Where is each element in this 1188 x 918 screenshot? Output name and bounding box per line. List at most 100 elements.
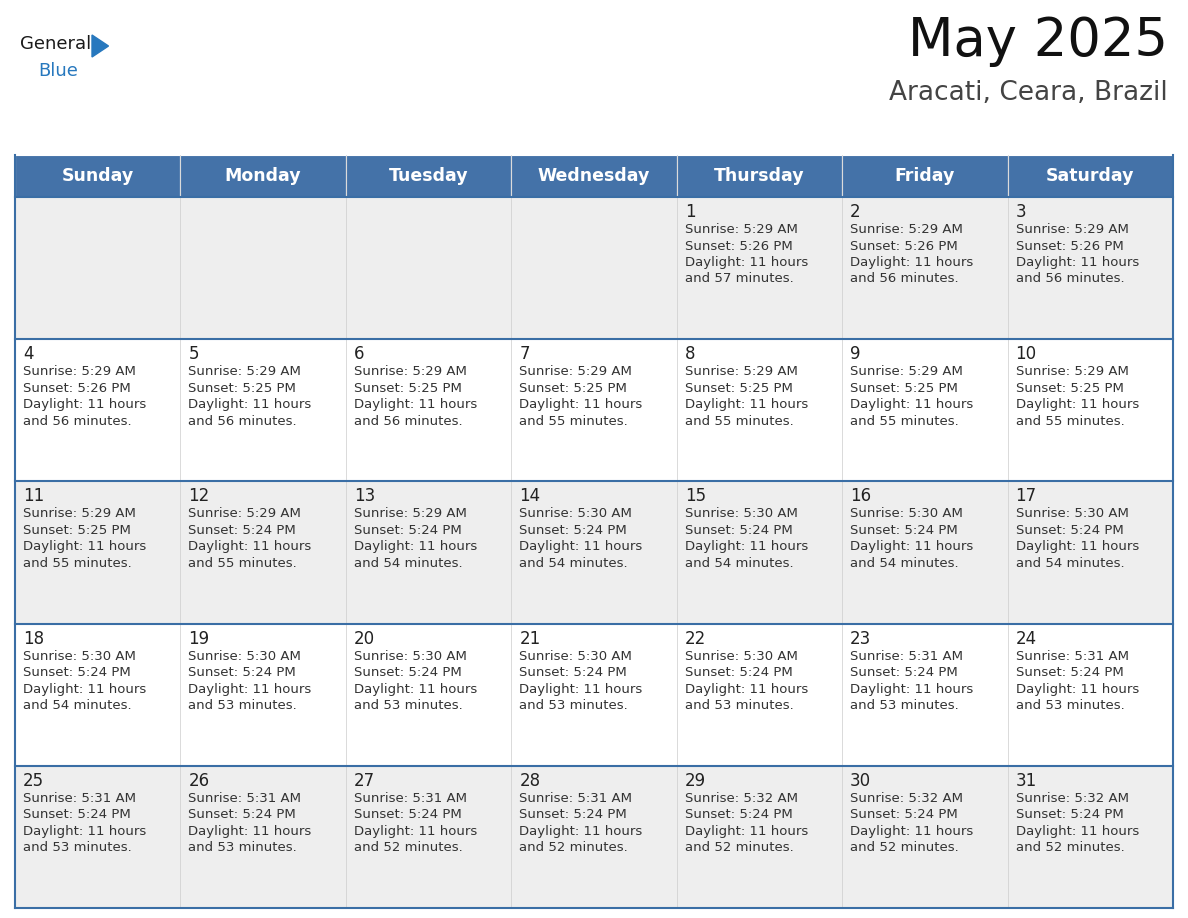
Text: and 56 minutes.: and 56 minutes. xyxy=(851,273,959,285)
Text: Blue: Blue xyxy=(38,62,78,80)
Text: Sunrise: 5:31 AM: Sunrise: 5:31 AM xyxy=(519,792,632,805)
Text: and 56 minutes.: and 56 minutes. xyxy=(1016,273,1124,285)
Text: Sunrise: 5:30 AM: Sunrise: 5:30 AM xyxy=(189,650,302,663)
Text: Daylight: 11 hours: Daylight: 11 hours xyxy=(23,683,146,696)
Text: Sunset: 5:24 PM: Sunset: 5:24 PM xyxy=(1016,666,1124,679)
Text: and 55 minutes.: and 55 minutes. xyxy=(519,415,628,428)
Text: Daylight: 11 hours: Daylight: 11 hours xyxy=(1016,541,1139,554)
Text: Daylight: 11 hours: Daylight: 11 hours xyxy=(519,541,643,554)
Text: 16: 16 xyxy=(851,487,871,506)
Text: and 55 minutes.: and 55 minutes. xyxy=(23,557,132,570)
Bar xyxy=(346,155,511,197)
Text: Daylight: 11 hours: Daylight: 11 hours xyxy=(1016,256,1139,269)
Text: General: General xyxy=(20,35,91,53)
Text: Sunset: 5:26 PM: Sunset: 5:26 PM xyxy=(684,240,792,252)
Text: and 53 minutes.: and 53 minutes. xyxy=(23,841,132,855)
Text: and 54 minutes.: and 54 minutes. xyxy=(1016,557,1124,570)
Text: 19: 19 xyxy=(189,630,209,647)
Text: Sunrise: 5:30 AM: Sunrise: 5:30 AM xyxy=(684,650,797,663)
Bar xyxy=(15,339,1173,481)
Text: 27: 27 xyxy=(354,772,375,789)
Text: 13: 13 xyxy=(354,487,375,506)
Text: Daylight: 11 hours: Daylight: 11 hours xyxy=(23,398,146,411)
Text: 24: 24 xyxy=(1016,630,1037,647)
Text: Sunset: 5:24 PM: Sunset: 5:24 PM xyxy=(684,524,792,537)
Text: Sunset: 5:24 PM: Sunset: 5:24 PM xyxy=(354,666,462,679)
Text: Sunrise: 5:29 AM: Sunrise: 5:29 AM xyxy=(684,223,797,236)
Text: Sunset: 5:25 PM: Sunset: 5:25 PM xyxy=(851,382,958,395)
Text: Sunset: 5:24 PM: Sunset: 5:24 PM xyxy=(684,666,792,679)
Bar xyxy=(511,155,677,197)
Text: Daylight: 11 hours: Daylight: 11 hours xyxy=(851,541,973,554)
Text: Daylight: 11 hours: Daylight: 11 hours xyxy=(189,683,311,696)
Text: Daylight: 11 hours: Daylight: 11 hours xyxy=(1016,398,1139,411)
Bar xyxy=(1007,155,1173,197)
Text: Sunrise: 5:29 AM: Sunrise: 5:29 AM xyxy=(684,365,797,378)
Text: Daylight: 11 hours: Daylight: 11 hours xyxy=(354,683,478,696)
Text: Thursday: Thursday xyxy=(714,167,804,185)
Text: Daylight: 11 hours: Daylight: 11 hours xyxy=(354,398,478,411)
Text: 2: 2 xyxy=(851,203,861,221)
Text: Sunrise: 5:31 AM: Sunrise: 5:31 AM xyxy=(189,792,302,805)
Text: Daylight: 11 hours: Daylight: 11 hours xyxy=(851,398,973,411)
Text: 15: 15 xyxy=(684,487,706,506)
Text: Sunrise: 5:32 AM: Sunrise: 5:32 AM xyxy=(684,792,797,805)
Text: Daylight: 11 hours: Daylight: 11 hours xyxy=(354,824,478,838)
Text: Sunrise: 5:30 AM: Sunrise: 5:30 AM xyxy=(519,650,632,663)
Text: and 55 minutes.: and 55 minutes. xyxy=(1016,415,1124,428)
Text: Sunset: 5:24 PM: Sunset: 5:24 PM xyxy=(189,809,296,822)
Text: and 56 minutes.: and 56 minutes. xyxy=(23,415,132,428)
Text: 30: 30 xyxy=(851,772,871,789)
Text: Sunset: 5:24 PM: Sunset: 5:24 PM xyxy=(519,666,627,679)
Text: Saturday: Saturday xyxy=(1047,167,1135,185)
Text: Sunset: 5:24 PM: Sunset: 5:24 PM xyxy=(684,809,792,822)
Text: Sunset: 5:24 PM: Sunset: 5:24 PM xyxy=(519,809,627,822)
Text: Sunday: Sunday xyxy=(62,167,134,185)
Text: 26: 26 xyxy=(189,772,209,789)
Text: Wednesday: Wednesday xyxy=(538,167,650,185)
Text: Daylight: 11 hours: Daylight: 11 hours xyxy=(519,398,643,411)
Text: and 56 minutes.: and 56 minutes. xyxy=(189,415,297,428)
Text: Sunrise: 5:30 AM: Sunrise: 5:30 AM xyxy=(1016,508,1129,521)
Text: Sunset: 5:24 PM: Sunset: 5:24 PM xyxy=(851,809,958,822)
Text: and 53 minutes.: and 53 minutes. xyxy=(851,700,959,712)
Text: Sunset: 5:25 PM: Sunset: 5:25 PM xyxy=(684,382,792,395)
Text: 23: 23 xyxy=(851,630,871,647)
Text: and 52 minutes.: and 52 minutes. xyxy=(1016,841,1124,855)
Text: Sunrise: 5:29 AM: Sunrise: 5:29 AM xyxy=(1016,223,1129,236)
Text: 29: 29 xyxy=(684,772,706,789)
Text: Sunset: 5:24 PM: Sunset: 5:24 PM xyxy=(851,666,958,679)
Text: Sunrise: 5:29 AM: Sunrise: 5:29 AM xyxy=(519,365,632,378)
Text: Sunrise: 5:29 AM: Sunrise: 5:29 AM xyxy=(1016,365,1129,378)
Text: Sunset: 5:24 PM: Sunset: 5:24 PM xyxy=(23,809,131,822)
Text: and 52 minutes.: and 52 minutes. xyxy=(519,841,628,855)
Text: Sunset: 5:24 PM: Sunset: 5:24 PM xyxy=(354,524,462,537)
Text: Aracati, Ceara, Brazil: Aracati, Ceara, Brazil xyxy=(890,80,1168,106)
Text: and 53 minutes.: and 53 minutes. xyxy=(684,700,794,712)
Text: Sunset: 5:25 PM: Sunset: 5:25 PM xyxy=(1016,382,1124,395)
Text: Sunrise: 5:31 AM: Sunrise: 5:31 AM xyxy=(354,792,467,805)
Polygon shape xyxy=(91,35,108,57)
Text: 5: 5 xyxy=(189,345,198,364)
Text: Daylight: 11 hours: Daylight: 11 hours xyxy=(851,824,973,838)
Text: Tuesday: Tuesday xyxy=(388,167,468,185)
Text: Sunrise: 5:29 AM: Sunrise: 5:29 AM xyxy=(354,365,467,378)
Text: 7: 7 xyxy=(519,345,530,364)
Text: Sunset: 5:24 PM: Sunset: 5:24 PM xyxy=(519,524,627,537)
Text: Sunrise: 5:29 AM: Sunrise: 5:29 AM xyxy=(189,508,302,521)
Text: 3: 3 xyxy=(1016,203,1026,221)
Text: 25: 25 xyxy=(23,772,44,789)
Text: and 57 minutes.: and 57 minutes. xyxy=(684,273,794,285)
Text: Daylight: 11 hours: Daylight: 11 hours xyxy=(354,541,478,554)
Text: 14: 14 xyxy=(519,487,541,506)
Text: Daylight: 11 hours: Daylight: 11 hours xyxy=(684,398,808,411)
Text: and 54 minutes.: and 54 minutes. xyxy=(354,557,462,570)
Text: and 53 minutes.: and 53 minutes. xyxy=(354,700,462,712)
Text: Sunrise: 5:30 AM: Sunrise: 5:30 AM xyxy=(519,508,632,521)
Text: Sunrise: 5:30 AM: Sunrise: 5:30 AM xyxy=(851,508,963,521)
Text: May 2025: May 2025 xyxy=(908,15,1168,67)
Text: Sunrise: 5:30 AM: Sunrise: 5:30 AM xyxy=(684,508,797,521)
Text: Sunset: 5:25 PM: Sunset: 5:25 PM xyxy=(519,382,627,395)
Text: and 53 minutes.: and 53 minutes. xyxy=(189,841,297,855)
Text: and 53 minutes.: and 53 minutes. xyxy=(519,700,628,712)
